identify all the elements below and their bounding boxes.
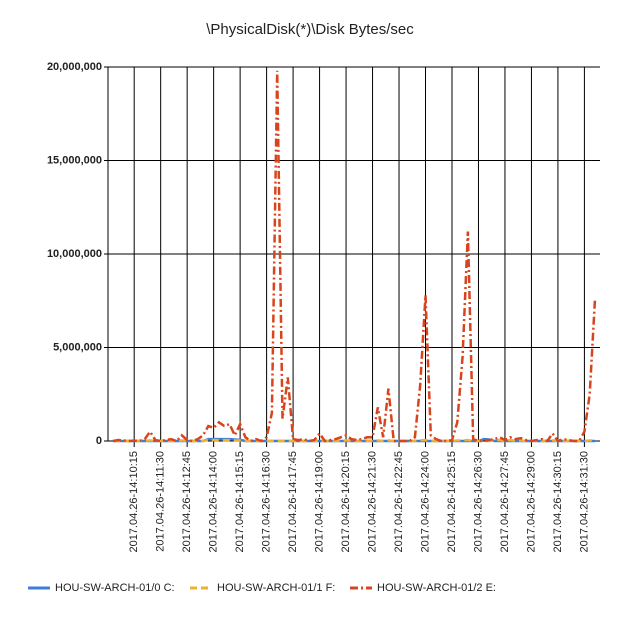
legend-label: HOU-SW-ARCH-01/1 F: — [217, 582, 335, 594]
x-tick-label: 2017.04.26-14:31:30 — [578, 451, 590, 553]
series-line — [112, 70, 597, 443]
x-tick-label: 2017.04.26-14:20:15 — [340, 451, 352, 553]
x-tick-label: 2017.04.26-14:10:15 — [128, 451, 140, 553]
x-tick-label: 2017.04.26-14:24:00 — [419, 451, 431, 553]
x-tick-label: 2017.04.26-14:11:30 — [155, 451, 167, 552]
y-tick-label: 15,000,000 — [47, 154, 102, 166]
legend-label: HOU-SW-ARCH-01/0 C: — [55, 582, 175, 594]
y-tick-label: 5,000,000 — [53, 341, 102, 353]
chart-title: \PhysicalDisk(*)\Disk Bytes/sec — [206, 21, 414, 38]
y-tick-label: 0 — [96, 435, 102, 447]
x-tick-label: 2017.04.26-14:21:30 — [366, 451, 378, 553]
x-tick-label: 2017.04.26-14:30:15 — [552, 451, 564, 553]
series-line — [113, 438, 595, 443]
x-tick-label: 2017.04.26-14:29:00 — [525, 451, 537, 553]
legend-label: HOU-SW-ARCH-01/2 E: — [377, 582, 496, 594]
x-tick-label: 2017.04.26-14:15:15 — [234, 451, 246, 553]
x-tick-label: 2017.04.26-14:26:30 — [472, 451, 484, 553]
x-tick-label: 2017.04.26-14:17:45 — [287, 451, 299, 553]
x-tick-label: 2017.04.26-14:16:30 — [261, 451, 273, 553]
x-tick-label: 2017.04.26-14:27:45 — [499, 451, 511, 553]
x-tick-label: 2017.04.26-14:22:45 — [393, 451, 405, 553]
x-tick-label: 2017.04.26-14:14:00 — [208, 451, 220, 553]
y-tick-label: 20,000,000 — [47, 61, 102, 73]
x-tick-label: 2017.04.26-14:12:45 — [181, 451, 193, 553]
x-tick-label: 2017.04.26-14:25:15 — [446, 451, 458, 553]
x-tick-label: 2017.04.26-14:19:00 — [313, 451, 325, 553]
y-tick-label: 10,000,000 — [47, 248, 102, 260]
